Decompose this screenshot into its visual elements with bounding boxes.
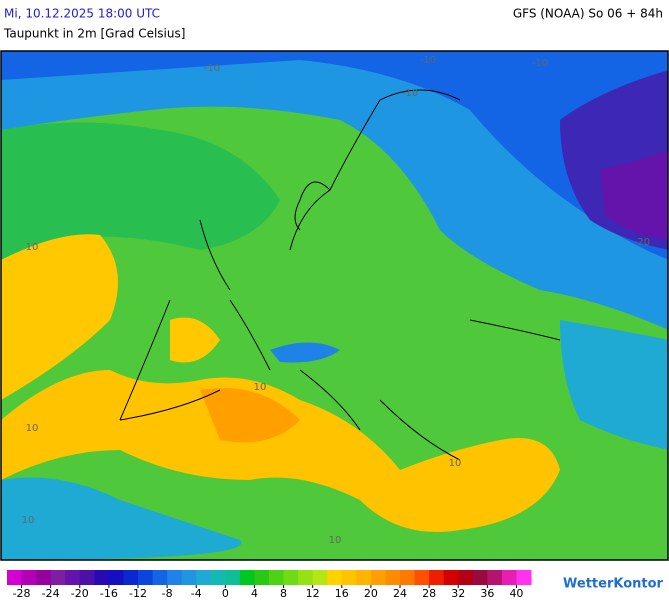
- color-swatch: [414, 570, 430, 585]
- color-swatch: [108, 570, 124, 585]
- color-swatch: [196, 570, 212, 585]
- color-swatch: [79, 570, 95, 585]
- color-swatch: [400, 570, 416, 585]
- datetime: Mi, 10.12.2025 18:00 UTC: [4, 7, 160, 21]
- contour-label: -10: [402, 88, 418, 99]
- contour-label: 10: [329, 535, 342, 546]
- legend: -28 -24 -20 -16 -12 -8 -4 0 4 8 12 16 20 24 28 32 36 40: [7, 570, 532, 600]
- contour-label: -10: [204, 63, 220, 74]
- color-swatch: [65, 570, 81, 585]
- tick-label: -12: [129, 587, 147, 600]
- color-swatch: [152, 570, 168, 585]
- color-swatch: [181, 570, 197, 585]
- color-swatch: [472, 570, 488, 585]
- contour-label: 10: [26, 423, 39, 434]
- color-swatch: [501, 570, 517, 585]
- tick-label: 8: [280, 587, 287, 600]
- color-swatch: [312, 570, 328, 585]
- color-swatch: [429, 570, 445, 585]
- color-swatch: [7, 570, 23, 585]
- color-swatch: [443, 570, 459, 585]
- color-swatch: [370, 570, 386, 585]
- map: -10 -10 -10 -10 -20 10 10 10 10 10 10: [0, 50, 669, 561]
- tick-label: 36: [480, 587, 494, 600]
- tick-label: 40: [509, 587, 523, 600]
- color-swatch: [298, 570, 314, 585]
- color-swatch: [239, 570, 255, 585]
- tick-label: 16: [335, 587, 349, 600]
- color-swatch: [50, 570, 66, 585]
- tick-label: 20: [364, 587, 378, 600]
- color-swatch: [341, 570, 357, 585]
- tick-label: -20: [71, 587, 89, 600]
- color-swatch: [36, 570, 52, 585]
- color-swatch: [327, 570, 343, 585]
- contour-label: 10: [22, 515, 35, 526]
- color-swatch: [356, 570, 372, 585]
- tick-label: -28: [13, 587, 31, 600]
- color-swatch: [167, 570, 183, 585]
- color-swatch: [225, 570, 241, 585]
- tick-label: -16: [100, 587, 118, 600]
- color-swatch: [123, 570, 139, 585]
- color-swatch: [210, 570, 226, 585]
- parameter: Taupunkt in 2m [Grad Celsius]: [3, 27, 185, 41]
- color-swatch: [94, 570, 110, 585]
- model-run: GFS (NOAA) So 06 + 84h: [513, 7, 663, 21]
- tick-label: 12: [306, 587, 320, 600]
- color-swatch: [487, 570, 503, 585]
- tick-label: 24: [393, 587, 407, 600]
- color-swatch: [283, 570, 299, 585]
- tick-label: -4: [191, 587, 202, 600]
- contour-label: 10: [254, 382, 267, 393]
- logo: WetterKontor: [563, 577, 664, 592]
- color-swatch: [385, 570, 401, 585]
- color-swatch: [458, 570, 474, 585]
- tick-label: -8: [162, 587, 173, 600]
- color-swatch: [254, 570, 270, 585]
- contour-label: -20: [634, 237, 650, 248]
- tick-label: 4: [251, 587, 258, 600]
- color-swatch: [138, 570, 154, 585]
- color-swatch: [21, 570, 37, 585]
- contour-label: 10: [26, 242, 39, 253]
- contour-label: 10: [449, 458, 462, 469]
- tick-label: 28: [422, 587, 436, 600]
- color-swatch: [269, 570, 285, 585]
- contour-label: -10: [420, 55, 436, 66]
- tick-label: -24: [42, 587, 60, 600]
- tick-label: 32: [451, 587, 465, 600]
- contour-label: -10: [532, 58, 548, 69]
- color-swatch: [516, 570, 532, 585]
- tick-label: 0: [222, 587, 229, 600]
